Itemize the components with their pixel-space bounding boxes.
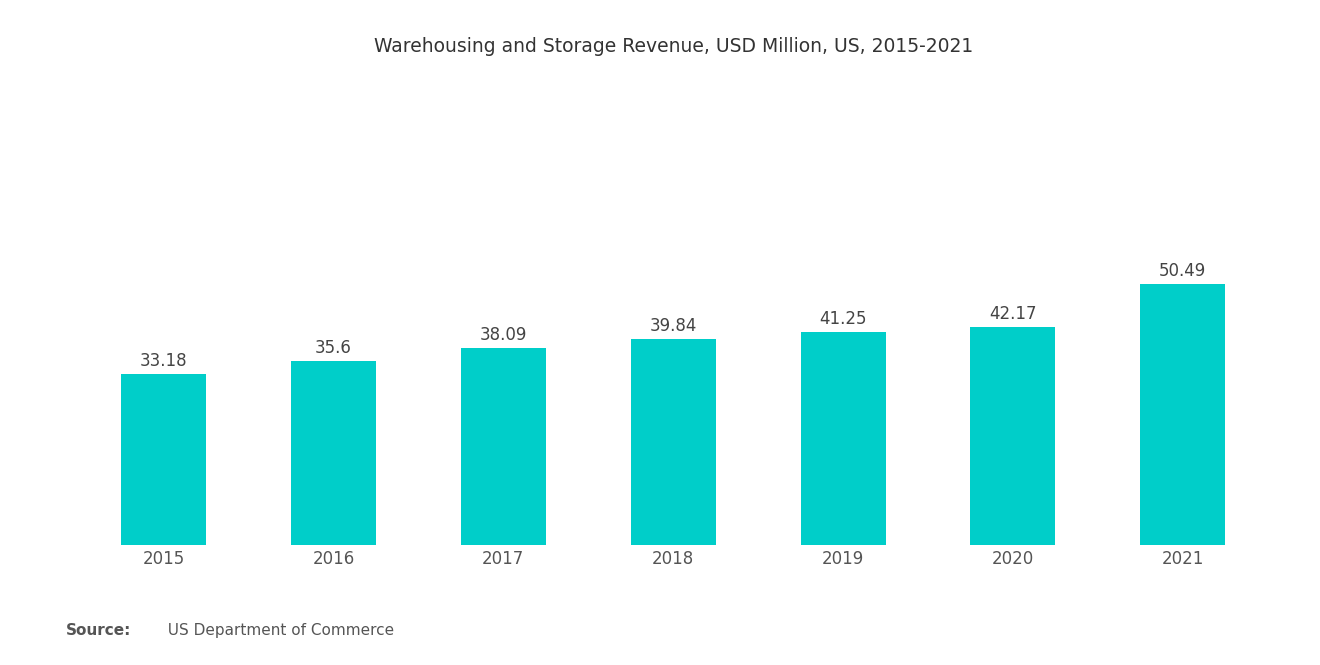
Bar [970,327,1056,545]
Text: 42.17: 42.17 [989,305,1036,323]
Text: 50.49: 50.49 [1159,262,1206,280]
Text: US Department of Commerce: US Department of Commerce [158,623,395,638]
Text: Source:: Source: [66,623,132,638]
Title: Warehousing and Storage Revenue, USD Million, US, 2015-2021: Warehousing and Storage Revenue, USD Mil… [374,37,973,56]
Bar [290,361,376,545]
Text: 33.18: 33.18 [140,352,187,370]
Bar [801,332,886,545]
Bar [461,348,545,545]
Text: 38.09: 38.09 [479,326,527,344]
Text: 35.6: 35.6 [315,339,352,357]
Bar [1140,284,1225,545]
Text: 41.25: 41.25 [820,310,867,328]
Text: 39.84: 39.84 [649,317,697,335]
Bar [631,339,715,545]
Bar [121,374,206,545]
